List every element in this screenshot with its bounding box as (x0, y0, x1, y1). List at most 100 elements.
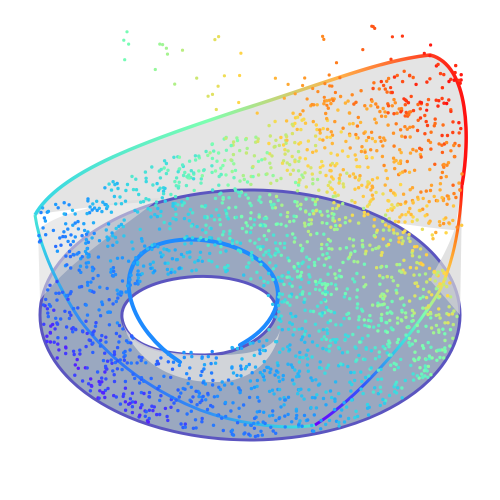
point (111, 274, 116, 278)
point (249, 203, 253, 208)
point (162, 374, 166, 378)
point (263, 157, 267, 161)
point (346, 334, 350, 338)
point (436, 62, 440, 67)
point (200, 416, 204, 421)
point (447, 305, 451, 309)
point (199, 373, 203, 378)
point (434, 323, 439, 328)
point (105, 367, 109, 371)
point (356, 221, 361, 225)
point (63, 345, 68, 349)
point (84, 238, 89, 242)
point (229, 143, 233, 148)
point (308, 233, 313, 237)
point (295, 413, 299, 418)
point (391, 131, 396, 135)
point (118, 334, 122, 338)
point (336, 346, 341, 350)
point (348, 133, 352, 138)
point (201, 394, 205, 399)
point (323, 371, 327, 375)
point (90, 236, 94, 240)
point (316, 383, 321, 387)
point (174, 398, 178, 402)
point (355, 136, 359, 140)
point (128, 397, 133, 401)
point (300, 335, 305, 339)
point (309, 376, 313, 380)
point (80, 329, 85, 333)
point (329, 151, 333, 155)
point (289, 311, 293, 316)
point (321, 138, 325, 142)
point (280, 328, 284, 332)
point (394, 362, 398, 367)
point (91, 202, 95, 206)
point (425, 369, 429, 373)
point (311, 150, 315, 154)
point (149, 376, 153, 381)
point (269, 425, 273, 429)
point (325, 127, 330, 131)
point (238, 73, 242, 78)
point (338, 268, 342, 273)
point (418, 296, 422, 301)
point (186, 381, 190, 386)
point (403, 103, 407, 107)
point (343, 221, 347, 225)
point (443, 338, 447, 343)
point (158, 42, 162, 46)
point (445, 284, 449, 289)
point (298, 156, 302, 160)
point (423, 364, 427, 368)
point (430, 293, 434, 297)
point (252, 223, 256, 227)
point (329, 292, 333, 297)
point (420, 372, 424, 376)
point (291, 232, 295, 236)
point (135, 273, 140, 277)
point (292, 240, 297, 244)
point (255, 111, 259, 115)
point (338, 76, 342, 80)
point (177, 395, 181, 399)
point (320, 213, 324, 217)
point (386, 111, 390, 115)
point (380, 154, 385, 159)
point (247, 362, 251, 367)
point (307, 257, 312, 262)
point (306, 418, 310, 422)
point (441, 198, 446, 203)
point (274, 418, 278, 423)
point (370, 193, 375, 197)
point (40, 206, 45, 210)
point (426, 138, 431, 143)
point (269, 181, 273, 185)
point (247, 395, 252, 400)
point (209, 371, 214, 375)
point (91, 341, 95, 345)
point (290, 420, 294, 424)
point (400, 213, 404, 217)
point (286, 327, 291, 331)
point (186, 212, 190, 216)
point (367, 325, 372, 329)
point (272, 392, 276, 396)
point (402, 303, 406, 307)
point (421, 207, 425, 211)
point (164, 46, 168, 50)
point (398, 215, 402, 219)
point (408, 265, 413, 270)
point (197, 394, 201, 399)
point (158, 251, 163, 255)
point (340, 149, 345, 153)
point (296, 183, 301, 187)
point (285, 301, 289, 305)
point (406, 101, 411, 105)
point (302, 413, 307, 418)
point (91, 350, 95, 355)
point (218, 250, 223, 255)
point (310, 102, 314, 107)
point (108, 259, 113, 263)
